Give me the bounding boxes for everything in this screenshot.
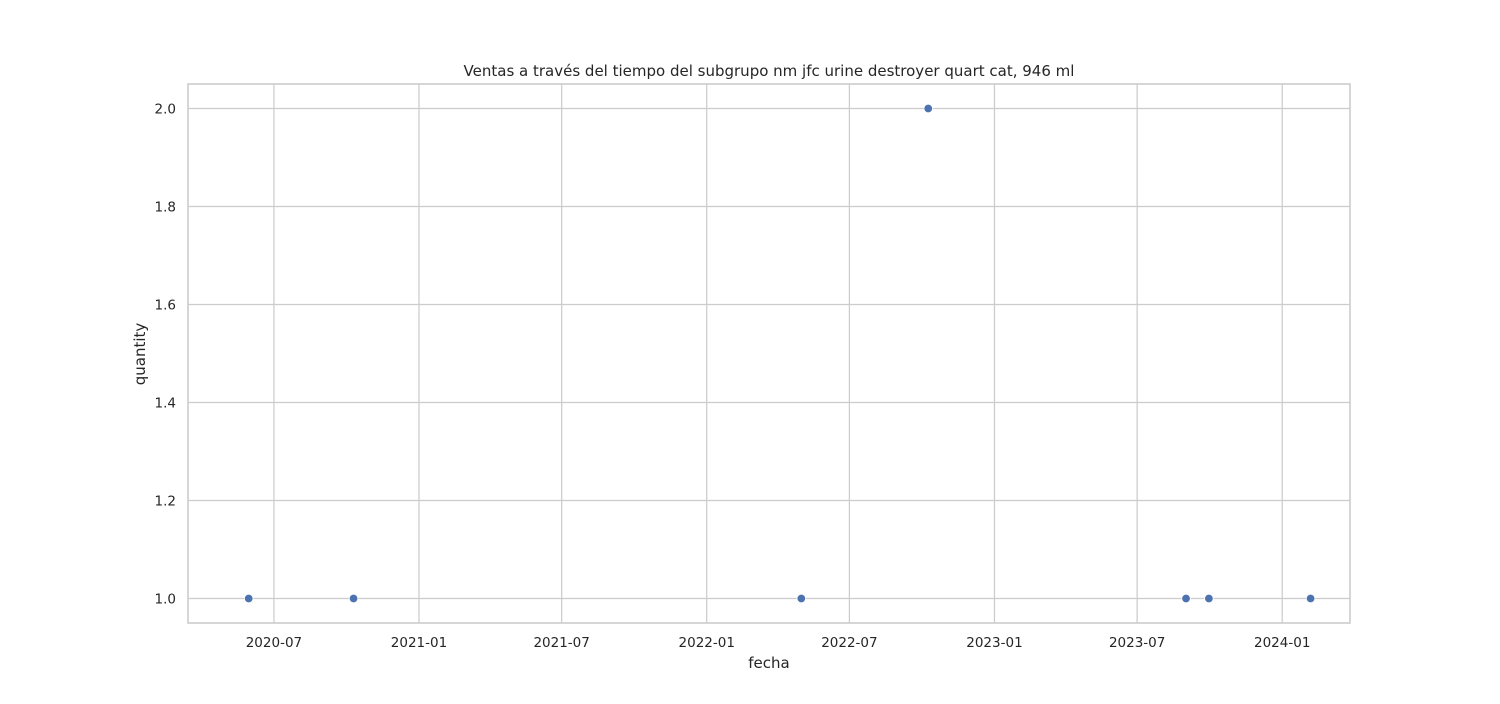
tick-layer: 2020-07 2021-01 2021-07 2022-01 2022-07 2023-…: [155, 102, 1311, 652]
x-tick-label: 2022-01: [679, 635, 735, 651]
x-tick-label: 2022-07: [821, 635, 877, 651]
data-point: [348, 593, 359, 604]
y-tick-label: 1.0: [155, 592, 176, 608]
plot-frame: [187, 83, 1351, 624]
x-tick-label: 2024-01: [1254, 635, 1310, 651]
x-axis-label: fecha: [748, 654, 789, 672]
data-point: [244, 593, 254, 604]
y-tick-label: 1.8: [155, 200, 176, 216]
grid-layer: [188, 84, 1350, 623]
x-tick-label: 2023-07: [1109, 635, 1165, 651]
x-tick-label: 2021-01: [391, 635, 447, 651]
x-tick-label: 2020-07: [246, 635, 302, 651]
chart-title: Ventas a través del tiempo del subgrupo …: [464, 62, 1075, 80]
y-tick-label: 1.4: [155, 396, 176, 412]
x-tick-label: 2021-07: [533, 635, 589, 651]
point-layer: [244, 103, 1316, 604]
y-tick-label: 2.0: [155, 102, 176, 118]
data-point: [796, 593, 807, 604]
data-point: [1305, 593, 1316, 604]
data-point: [1181, 593, 1191, 604]
x-tick-label: 2023-01: [966, 635, 1022, 651]
y-tick-label: 1.2: [155, 494, 176, 510]
data-point: [1204, 593, 1214, 604]
data-point: [923, 103, 933, 114]
y-tick-label: 1.6: [155, 298, 176, 314]
y-axis-label: quantity: [131, 323, 149, 386]
